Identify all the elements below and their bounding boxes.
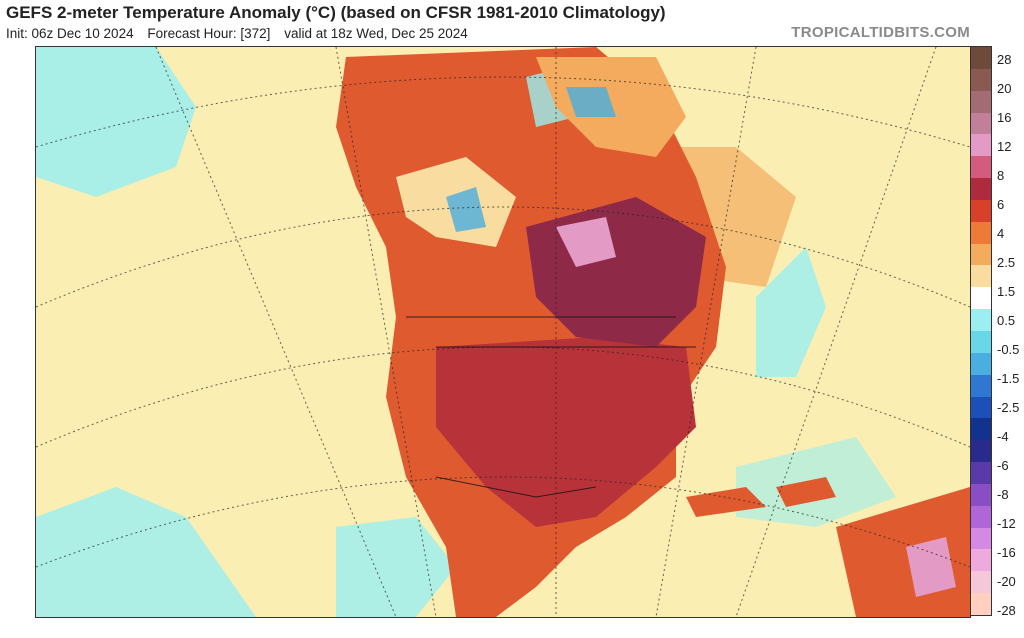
map-canvas bbox=[36, 47, 970, 617]
hispaniola-warm bbox=[776, 477, 836, 507]
color-scale-label: -4 bbox=[997, 429, 1009, 444]
color-scale-segment bbox=[971, 265, 991, 288]
color-scale-label: 6 bbox=[997, 197, 1005, 212]
hudson-extreme-anomaly bbox=[556, 217, 616, 267]
color-scale-label: -2.5 bbox=[997, 400, 1020, 415]
color-scale-label: -16 bbox=[997, 545, 1016, 560]
color-scale-bar bbox=[970, 46, 992, 616]
color-scale-segment bbox=[971, 593, 991, 616]
tropical-cool-anomaly bbox=[336, 517, 456, 617]
color-scale-segment bbox=[971, 440, 991, 463]
color-scale-segment bbox=[971, 418, 991, 441]
color-scale-segment bbox=[971, 68, 991, 92]
color-scale-segment bbox=[971, 374, 991, 398]
cuba-warm bbox=[686, 487, 766, 517]
color-scale-label: 20 bbox=[997, 81, 1012, 96]
init-time: Init: 06z Dec 10 2024 bbox=[6, 26, 134, 41]
color-scale-segment bbox=[971, 90, 991, 114]
color-scale-segment bbox=[971, 352, 991, 376]
color-scale-segment bbox=[971, 483, 991, 507]
pacific-cool-south bbox=[36, 487, 256, 617]
valid-time: valid at 18z Wed, Dec 25 2024 bbox=[284, 26, 468, 41]
atlantic-cool-anomaly bbox=[756, 247, 826, 377]
site-watermark: TROPICALTIDBITS.COM bbox=[791, 24, 970, 41]
color-scale-segment bbox=[971, 156, 991, 179]
color-scale-segment bbox=[971, 134, 991, 157]
color-scale-segment bbox=[971, 221, 991, 245]
color-scale-label: 16 bbox=[997, 110, 1012, 125]
pacific-cool-anomaly bbox=[36, 47, 196, 197]
color-scale-label: -1.5 bbox=[997, 371, 1020, 386]
color-scale-label: 8 bbox=[997, 168, 1005, 183]
color-scale-label: -28 bbox=[997, 603, 1016, 618]
color-scale-label: -8 bbox=[997, 487, 1009, 502]
color-scale-segment bbox=[971, 462, 991, 485]
color-scale-segment bbox=[971, 331, 991, 354]
color-scale-label: -0.5 bbox=[997, 342, 1020, 357]
forecast-hour: Forecast Hour: [372] bbox=[147, 26, 271, 41]
color-scale-segment bbox=[971, 199, 991, 223]
anomaly-map bbox=[35, 46, 971, 618]
color-scale-segment bbox=[971, 243, 991, 266]
chart-subtitle: Init: 06z Dec 10 2024 Forecast Hour: [37… bbox=[6, 26, 478, 41]
color-scale-segment bbox=[971, 309, 991, 332]
political-borders bbox=[406, 316, 696, 498]
color-scale-segment bbox=[971, 549, 991, 572]
color-scale-label: -20 bbox=[997, 574, 1016, 589]
color-scale-segment bbox=[971, 178, 991, 201]
color-scale-label: 12 bbox=[997, 139, 1012, 154]
color-scale-label: 4 bbox=[997, 226, 1005, 241]
greenland-cold-spot bbox=[566, 87, 616, 117]
color-scale-label: 1.5 bbox=[997, 284, 1016, 299]
color-scale-segment bbox=[971, 396, 991, 419]
color-scale-segment bbox=[971, 571, 991, 594]
chart-title: GEFS 2-meter Temperature Anomaly (°C) (b… bbox=[6, 3, 666, 22]
color-scale-label: 2.5 bbox=[997, 255, 1016, 270]
color-scale-segment bbox=[971, 505, 991, 529]
south-america-extreme bbox=[906, 537, 956, 597]
color-scale-label: 28 bbox=[997, 52, 1012, 67]
us-hot-anomaly bbox=[436, 337, 696, 527]
color-scale-label: 0.5 bbox=[997, 313, 1016, 328]
color-scale-label: -6 bbox=[997, 458, 1009, 473]
color-scale-label: -12 bbox=[997, 516, 1016, 531]
color-scale-segment bbox=[971, 112, 991, 135]
color-scale-segment bbox=[971, 287, 991, 310]
rockies-cool-anomaly bbox=[446, 187, 486, 232]
color-scale-segment bbox=[971, 527, 991, 550]
color-scale-segment bbox=[971, 47, 991, 70]
graticule bbox=[36, 47, 970, 617]
